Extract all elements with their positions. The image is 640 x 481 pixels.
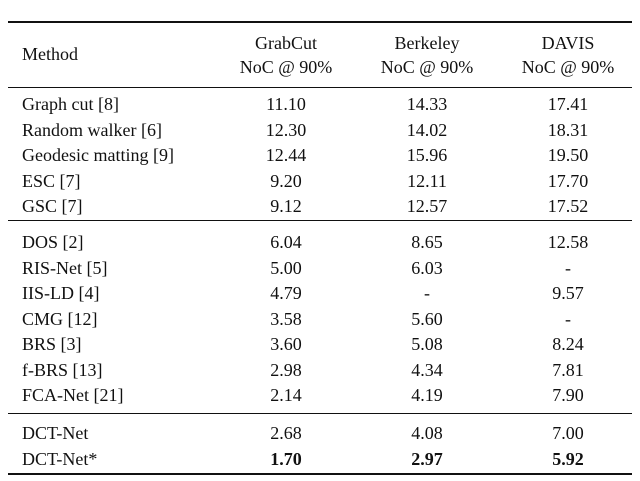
column-name: DAVIS [541,33,595,53]
column-name: GrabCut [255,33,317,53]
cell-value: 14.02 [406,119,448,140]
bottom-rule [8,473,632,475]
cell-value: 5.00 [270,257,302,278]
cell-value: 4.19 [411,385,443,405]
cell-value: 7.90 [552,385,584,405]
cell-value: 5.08 [411,334,443,354]
method-name: IIS-LD [4] [22,283,100,303]
cell-value: 1.70 [270,448,302,469]
cell-value: 2.68 [270,423,302,443]
column-metric: NoC @ 90% [380,57,474,77]
cell-value: 11.10 [266,94,306,114]
cell-value: 5.92 [552,448,584,469]
method-name: ESC [7] [22,170,81,191]
cell-value: 6.04 [270,232,302,252]
cell-value: 17.52 [547,196,589,216]
cell-value: 3.60 [270,334,302,354]
column-metric: NoC @ 90% [239,57,333,77]
method-name: DCT-Net* [22,448,98,469]
cell-value: 2.97 [411,448,443,469]
cell-value: 12.11 [407,170,447,191]
cell-value: 4.79 [270,283,302,303]
cell-value: 9.20 [270,170,302,191]
cell-value: 7.81 [552,359,584,380]
method-name: RIS-Net [5] [22,257,108,278]
cell-value: 15.96 [406,145,448,165]
cell-value: 6.03 [411,257,443,278]
cell-value: 2.14 [270,385,302,405]
group-rule [8,220,632,221]
cell-value: 4.34 [411,359,443,380]
method-name: Graph cut [8] [22,94,119,114]
cell-value: 12.57 [406,196,448,216]
cell-value: 2.98 [270,359,302,380]
cell-value: - [424,283,430,303]
method-name: DCT-Net [22,423,89,443]
cell-value: 12.30 [265,119,307,140]
group-rule [8,413,632,414]
cell-value: - [565,308,571,329]
cell-value: 7.00 [552,423,584,443]
header-rule [8,87,632,88]
method-name: Random walker [6] [22,119,162,140]
cell-value: 12.58 [547,232,589,252]
cell-value: 18.31 [547,119,589,140]
cell-value: 9.57 [552,283,584,303]
cell-value: 14.33 [406,94,448,114]
header-method: Method [22,44,78,64]
cell-value: 8.65 [411,232,443,252]
cell-value: 19.50 [547,145,589,165]
cell-value: 17.41 [547,94,589,114]
top-rule [8,21,632,23]
cell-value: 3.58 [270,308,302,329]
method-name: BRS [3] [22,334,82,354]
column-name: Berkeley [394,33,460,53]
cell-value: 17.70 [547,170,589,191]
method-name: FCA-Net [21] [22,385,124,405]
method-name: CMG [12] [22,308,98,329]
method-name: Geodesic matting [9] [22,145,174,165]
method-name: DOS [2] [22,232,84,252]
method-name: GSC [7] [22,196,83,216]
cell-value: 9.12 [270,196,302,216]
cell-value: 4.08 [411,423,443,443]
method-name: f-BRS [13] [22,359,103,380]
cell-value: 8.24 [552,334,584,354]
column-metric: NoC @ 90% [521,57,615,77]
cell-value: 12.44 [265,145,307,165]
cell-value: - [565,257,571,278]
cell-value: 5.60 [411,308,443,329]
